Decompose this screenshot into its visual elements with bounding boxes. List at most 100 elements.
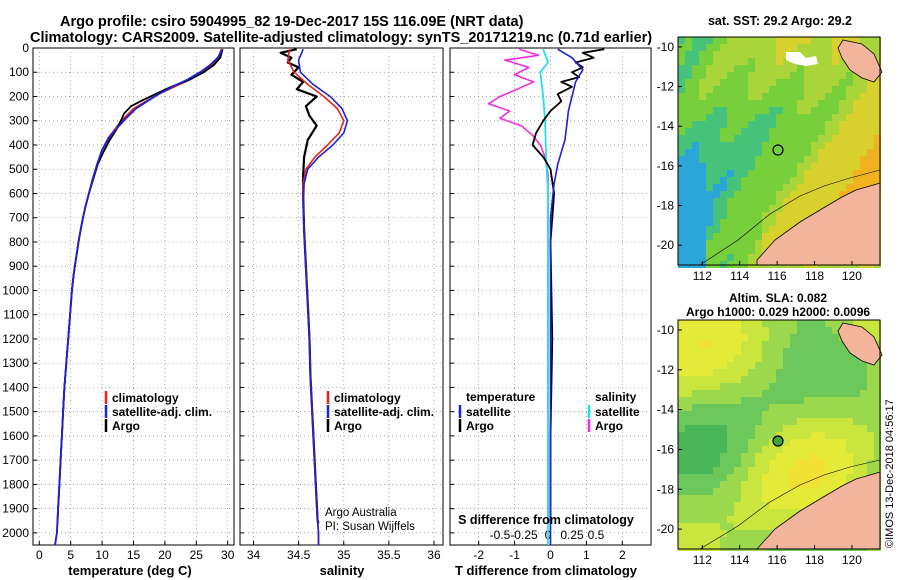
map-cell	[685, 37, 692, 44]
map-cell	[741, 79, 748, 86]
map-cell	[755, 334, 762, 341]
map-cell	[734, 502, 741, 509]
map-cell	[860, 107, 867, 114]
map-cell	[755, 114, 762, 121]
map-cell	[769, 390, 776, 397]
map-cell	[692, 177, 699, 184]
map-cell	[832, 86, 839, 93]
map-cell	[790, 163, 797, 170]
map-cell	[783, 198, 790, 205]
map-cell	[678, 142, 685, 149]
map-cell	[685, 341, 692, 348]
map-cell	[678, 135, 685, 142]
map-cell	[769, 320, 776, 327]
map-cell	[685, 432, 692, 439]
map-cell	[734, 58, 741, 65]
map-cell	[727, 79, 734, 86]
map-cell	[720, 502, 727, 509]
map-cell	[867, 163, 874, 170]
map-cell	[685, 233, 692, 240]
map-cell	[734, 383, 741, 390]
map-cell	[678, 369, 685, 376]
map-cell	[783, 191, 790, 198]
map-cell	[685, 93, 692, 100]
map-cell	[846, 86, 853, 93]
map-cell	[776, 226, 783, 233]
map-cell	[776, 37, 783, 44]
map-cell	[874, 362, 881, 369]
map-cell	[818, 156, 825, 163]
map-cell	[783, 72, 790, 79]
map-cell	[867, 369, 874, 376]
map-cell	[720, 93, 727, 100]
map-cell	[762, 100, 769, 107]
map-cell	[818, 320, 825, 327]
map-cell	[678, 390, 685, 397]
map-cell	[804, 474, 811, 481]
map-cell	[741, 390, 748, 397]
map-cell	[832, 341, 839, 348]
map-cell	[755, 348, 762, 355]
map-cell	[832, 184, 839, 191]
map-cell	[874, 425, 881, 432]
map-cell	[776, 411, 783, 418]
map-cell	[741, 142, 748, 149]
map-cell	[846, 411, 853, 418]
map-cell	[797, 37, 804, 44]
map-cell	[755, 233, 762, 240]
map-cell	[874, 121, 881, 128]
map-cell	[727, 460, 734, 467]
map-cell	[706, 404, 713, 411]
map-cell	[860, 460, 867, 467]
map-cell	[797, 341, 804, 348]
map-cell	[818, 460, 825, 467]
map-cell	[797, 432, 804, 439]
map-cell	[783, 327, 790, 334]
map-cell	[874, 128, 881, 135]
map-cell	[678, 156, 685, 163]
map-cell	[776, 348, 783, 355]
map-cell	[713, 327, 720, 334]
map-cell	[860, 142, 867, 149]
lon-tick-label: 112	[693, 269, 712, 283]
map-cell	[713, 348, 720, 355]
map-cell	[748, 170, 755, 177]
map-cell	[755, 163, 762, 170]
map-cell	[699, 177, 706, 184]
map-cell	[804, 107, 811, 114]
map-cell	[748, 37, 755, 44]
map-cell	[713, 425, 720, 432]
map-cell	[839, 418, 846, 425]
map-cell	[720, 523, 727, 530]
map-cell	[720, 383, 727, 390]
map-cell	[769, 355, 776, 362]
map-cell	[734, 191, 741, 198]
map-cell	[713, 65, 720, 72]
map-cell	[818, 135, 825, 142]
map-cell	[699, 327, 706, 334]
map-cell	[706, 397, 713, 404]
map-cell	[825, 184, 832, 191]
map-cell	[748, 65, 755, 72]
map-cell	[853, 411, 860, 418]
map-cell	[720, 411, 727, 418]
map-cell	[769, 79, 776, 86]
depth-tick-label: 200	[9, 89, 29, 103]
map-cell	[783, 376, 790, 383]
map-cell	[678, 149, 685, 156]
map-cell	[685, 72, 692, 79]
lon-tick-label: 116	[768, 269, 787, 283]
map-cell	[790, 191, 797, 198]
x-tick-label: 15	[127, 548, 141, 562]
map-cell	[832, 355, 839, 362]
map-cell	[734, 348, 741, 355]
map-cell	[706, 184, 713, 191]
map-cell	[853, 107, 860, 114]
map-cell	[678, 93, 685, 100]
map-cell	[804, 502, 811, 509]
map-cell	[762, 383, 769, 390]
map-cell	[867, 100, 874, 107]
depth-tick-label: 1100	[3, 308, 29, 322]
lat-tick-label: -16	[657, 442, 675, 456]
